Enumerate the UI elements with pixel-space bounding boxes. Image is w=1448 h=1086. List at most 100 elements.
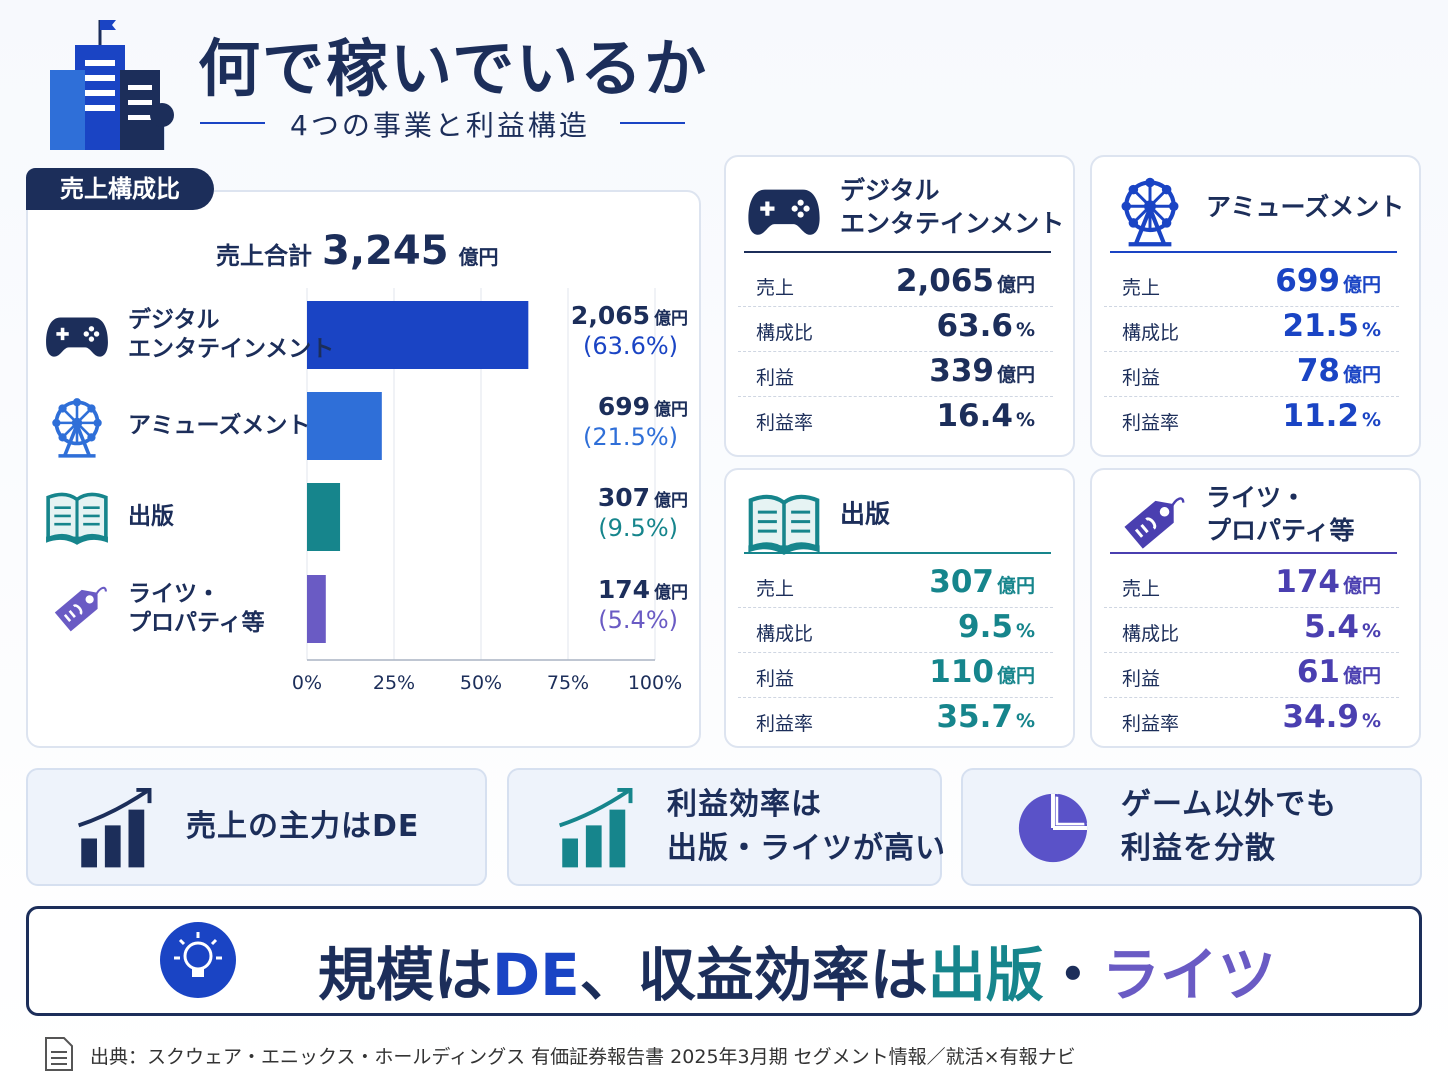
row-label: 利益率 <box>1122 412 1180 434</box>
bar <box>307 575 326 643</box>
icon-part <box>46 492 108 545</box>
section-label: 売上構成比 <box>26 168 214 210</box>
icon-part <box>54 506 100 526</box>
row-divider <box>1104 396 1399 397</box>
row-divider <box>1104 652 1399 653</box>
segment-icon <box>1112 173 1188 249</box>
icon-part <box>559 789 629 828</box>
icon-part <box>797 199 804 206</box>
icon-part <box>617 787 633 804</box>
row-label: 売上 <box>1122 277 1161 299</box>
row-value: 61 億円 <box>1297 654 1381 690</box>
unit: % <box>1015 710 1035 732</box>
icon-part <box>160 123 164 150</box>
value: 63.6 <box>936 308 1013 344</box>
icon-part <box>83 331 89 337</box>
category-label: 出版 <box>128 503 174 530</box>
icon-part <box>85 595 94 604</box>
icon-part <box>1169 201 1179 211</box>
key-point-text: ゲーム以外でも 利益を分散 <box>1121 787 1338 866</box>
icon-part <box>559 787 633 868</box>
value-label-box: 307 億円 (9.5%) <box>598 483 688 542</box>
icon-part <box>128 115 152 120</box>
icon-part <box>128 85 152 90</box>
value: 34.9 <box>1282 699 1359 735</box>
unit: 億円 <box>1342 274 1381 296</box>
category-icon <box>44 577 110 643</box>
row-label: 売上 <box>756 578 795 600</box>
icon-part <box>1126 182 1174 230</box>
row-label: 利益 <box>1122 668 1161 690</box>
row-value: 63.6% <box>936 308 1035 344</box>
bar <box>307 392 382 460</box>
row-label: 構成比 <box>756 623 814 645</box>
value-label: (5.4%) <box>598 606 678 634</box>
icon-part <box>174 932 222 960</box>
key-point-box <box>26 768 487 886</box>
icon-part <box>1121 177 1179 228</box>
value-label: (9.5%) <box>598 514 678 542</box>
sales-line: 307 億円 <box>598 483 688 512</box>
key-point-box <box>507 768 942 886</box>
icon-part <box>748 189 820 235</box>
icon-part <box>85 105 115 111</box>
unit: 億円 <box>1342 575 1381 597</box>
value: 9.5 <box>958 609 1013 645</box>
x-tick-label: 75% <box>547 672 589 694</box>
icon-part <box>63 604 83 622</box>
icon-part <box>50 70 85 150</box>
total-unit: 億円 <box>458 245 499 269</box>
icon-part <box>1128 184 1139 195</box>
chart-panel <box>26 190 701 748</box>
row-value: 11.2% <box>1282 398 1381 434</box>
segment-rule <box>1110 552 1397 554</box>
icon-part <box>58 433 67 442</box>
icon-part <box>136 787 152 804</box>
rule <box>200 122 265 124</box>
icon-part <box>1121 177 1179 247</box>
segment-name: アミューズメント <box>1206 192 1405 222</box>
row-label: 構成比 <box>756 322 814 344</box>
icon-part <box>56 327 69 341</box>
key-point-icon <box>1011 786 1095 870</box>
segment-name: デジタル エンタテインメント <box>840 176 1065 238</box>
icon-part <box>1134 517 1157 538</box>
sales-label: 307 <box>597 483 650 512</box>
x-tick-label: 50% <box>460 672 502 694</box>
sales-unit: 億円 <box>654 491 688 511</box>
conclusion-banner <box>26 906 1422 1016</box>
title: 何で稼いでいるか <box>198 32 709 105</box>
unit: % <box>1361 409 1381 431</box>
row-label: 利益 <box>1122 367 1161 389</box>
segment-name: 出版 <box>840 499 891 529</box>
icon-part <box>52 418 61 427</box>
value: 21.5 <box>1282 308 1359 344</box>
value: 16.4 <box>936 398 1013 434</box>
segment-icon <box>746 173 822 249</box>
unit: % <box>1015 409 1035 431</box>
value-label-box: 174 億円 (5.4%) <box>598 575 688 634</box>
value: 11.2 <box>1282 398 1359 434</box>
x-tick-label: 0% <box>292 672 322 694</box>
icon-part <box>45 1037 73 1071</box>
category-icon <box>44 303 110 369</box>
icon-part <box>54 589 98 632</box>
sales-label: 2,065 <box>570 301 650 330</box>
bar <box>307 301 529 369</box>
category-icon <box>44 485 110 551</box>
icon-part <box>748 494 820 555</box>
bar-chart: 0% 25% 50% 75% 100% <box>292 288 682 694</box>
sales-line: 2,065 億円 <box>571 301 688 330</box>
icon-part <box>1161 184 1172 195</box>
key-point-text: 利益効率は 出版・ライツが高い <box>667 787 946 866</box>
icon-part <box>1159 507 1170 517</box>
sales-unit: 億円 <box>654 309 688 329</box>
total-label: 売上合計 <box>216 242 312 270</box>
sales-label: 174 <box>597 575 650 604</box>
icon-part <box>1170 497 1185 508</box>
bar <box>307 483 341 551</box>
unit: % <box>1361 319 1381 341</box>
total-line: 売上合計 3,245 億円 <box>216 228 499 274</box>
icon-part <box>51 1051 67 1065</box>
